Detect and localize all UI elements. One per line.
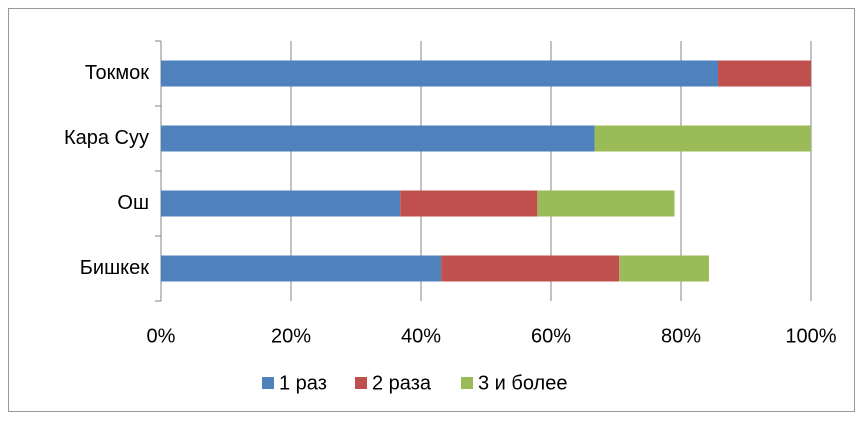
x-tick-label: 20% [271,325,311,347]
bar-segment [594,125,811,152]
x-tick-label: 0% [147,325,176,347]
x-tick-label: 80% [661,325,701,347]
bar-segment [400,190,538,217]
bar-segment [161,125,595,152]
legend-label: 3 и более [478,372,567,394]
x-tick-label: 60% [531,325,571,347]
y-tick-label: Бишкек [80,257,149,279]
x-tick-label: 40% [401,325,441,347]
legend-label: 2 раза [372,372,432,394]
legend-swatch [355,377,367,389]
bar-segment [619,255,709,282]
y-tick-label: Токмок [85,62,149,84]
legend-swatch [461,377,473,389]
bar-segment [161,60,719,87]
bar-segment [441,255,620,282]
y-tick-label: Кара Суу [64,127,149,149]
x-tick-label: 100% [785,325,836,347]
bar-segment [537,190,675,217]
bar-segment [161,190,401,217]
bar-segment [161,255,442,282]
y-tick-label: Ош [117,192,149,214]
legend-swatch [262,377,274,389]
bar-segment [718,60,811,87]
legend-label: 1 раз [279,372,327,394]
